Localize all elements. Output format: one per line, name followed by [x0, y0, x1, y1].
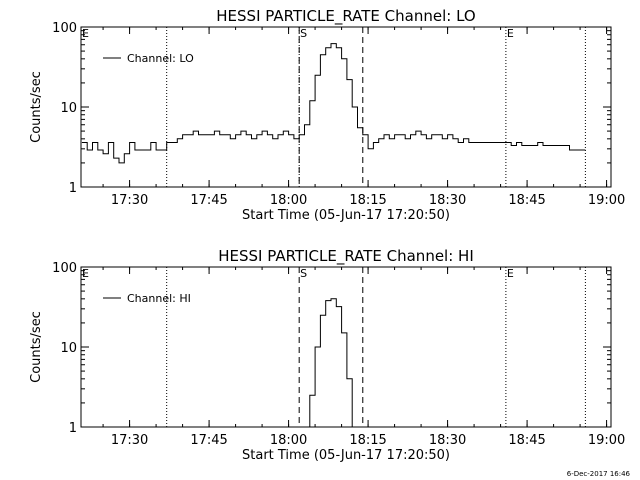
chart-2-y-axis-label: Counts/sec — [29, 311, 44, 383]
chart-1-x-tick-label: 18:30 — [429, 193, 466, 208]
chart-2-legend-label: Channel: HI — [127, 292, 191, 305]
chart-1-y-tick-label: 100 — [52, 21, 77, 36]
chart-2-x-axis-label: Start Time (05-Jun-17 17:20:50) — [242, 448, 450, 463]
chart-1-y-axis-label: Counts/sec — [29, 71, 44, 143]
chart-1-x-tick-label: 17:30 — [111, 193, 148, 208]
chart-1-x-tick-label: 18:00 — [270, 193, 307, 208]
chart-1-y-tick-label: 1 — [69, 181, 77, 196]
chart-2-plot-frame — [80, 266, 612, 428]
chart-2-title: HESSI PARTICLE_RATE Channel: HI — [218, 247, 474, 266]
chart-1-plot-frame — [80, 26, 612, 188]
chart-1-legend-label: Channel: LO — [127, 52, 194, 65]
chart-2-annotation-3: E — [507, 267, 514, 280]
chart-1-x-tick-label: 18:45 — [508, 193, 545, 208]
chart-2-x-tick-label: 18:15 — [349, 433, 386, 448]
chart-1-x-tick-label: 17:45 — [190, 193, 227, 208]
chart-2-x-tick-label: 18:00 — [270, 433, 307, 448]
chart-2-y-tick-label: 10 — [60, 341, 77, 356]
chart-2-x-tick-label: 18:30 — [429, 433, 466, 448]
chart-2-x-tick-label: 18:45 — [508, 433, 545, 448]
chart-1-x-tick-label: 19:00 — [588, 193, 625, 208]
chart-1-y-tick-label: 10 — [60, 101, 77, 116]
chart-1-annotation-1: E — [82, 27, 89, 40]
chart-2-x-tick-label: 17:30 — [111, 433, 148, 448]
chart-1-annotation-3: E — [507, 27, 514, 40]
chart-1-title: HESSI PARTICLE_RATE Channel: LO — [216, 7, 475, 26]
chart-2-annotation-1: E — [82, 267, 89, 280]
chart-2-x-tick-label: 17:45 — [190, 433, 227, 448]
chart-1-series-line-1 — [81, 43, 586, 164]
footer-timestamp: 6-Dec-2017 16:46 — [566, 470, 630, 478]
chart-1-annotation-2: S — [300, 27, 307, 40]
chart-2-annotation-2: S — [300, 267, 307, 280]
chart-2-y-tick-label: 1 — [69, 421, 77, 436]
chart-2-series-line-1 — [304, 298, 353, 428]
chart-2-x-tick-label: 19:00 — [588, 433, 625, 448]
chart-1-x-axis-label: Start Time (05-Jun-17 17:20:50) — [242, 208, 450, 223]
chart-1-x-tick-label: 18:15 — [349, 193, 386, 208]
chart-2-y-tick-label: 100 — [52, 261, 77, 276]
